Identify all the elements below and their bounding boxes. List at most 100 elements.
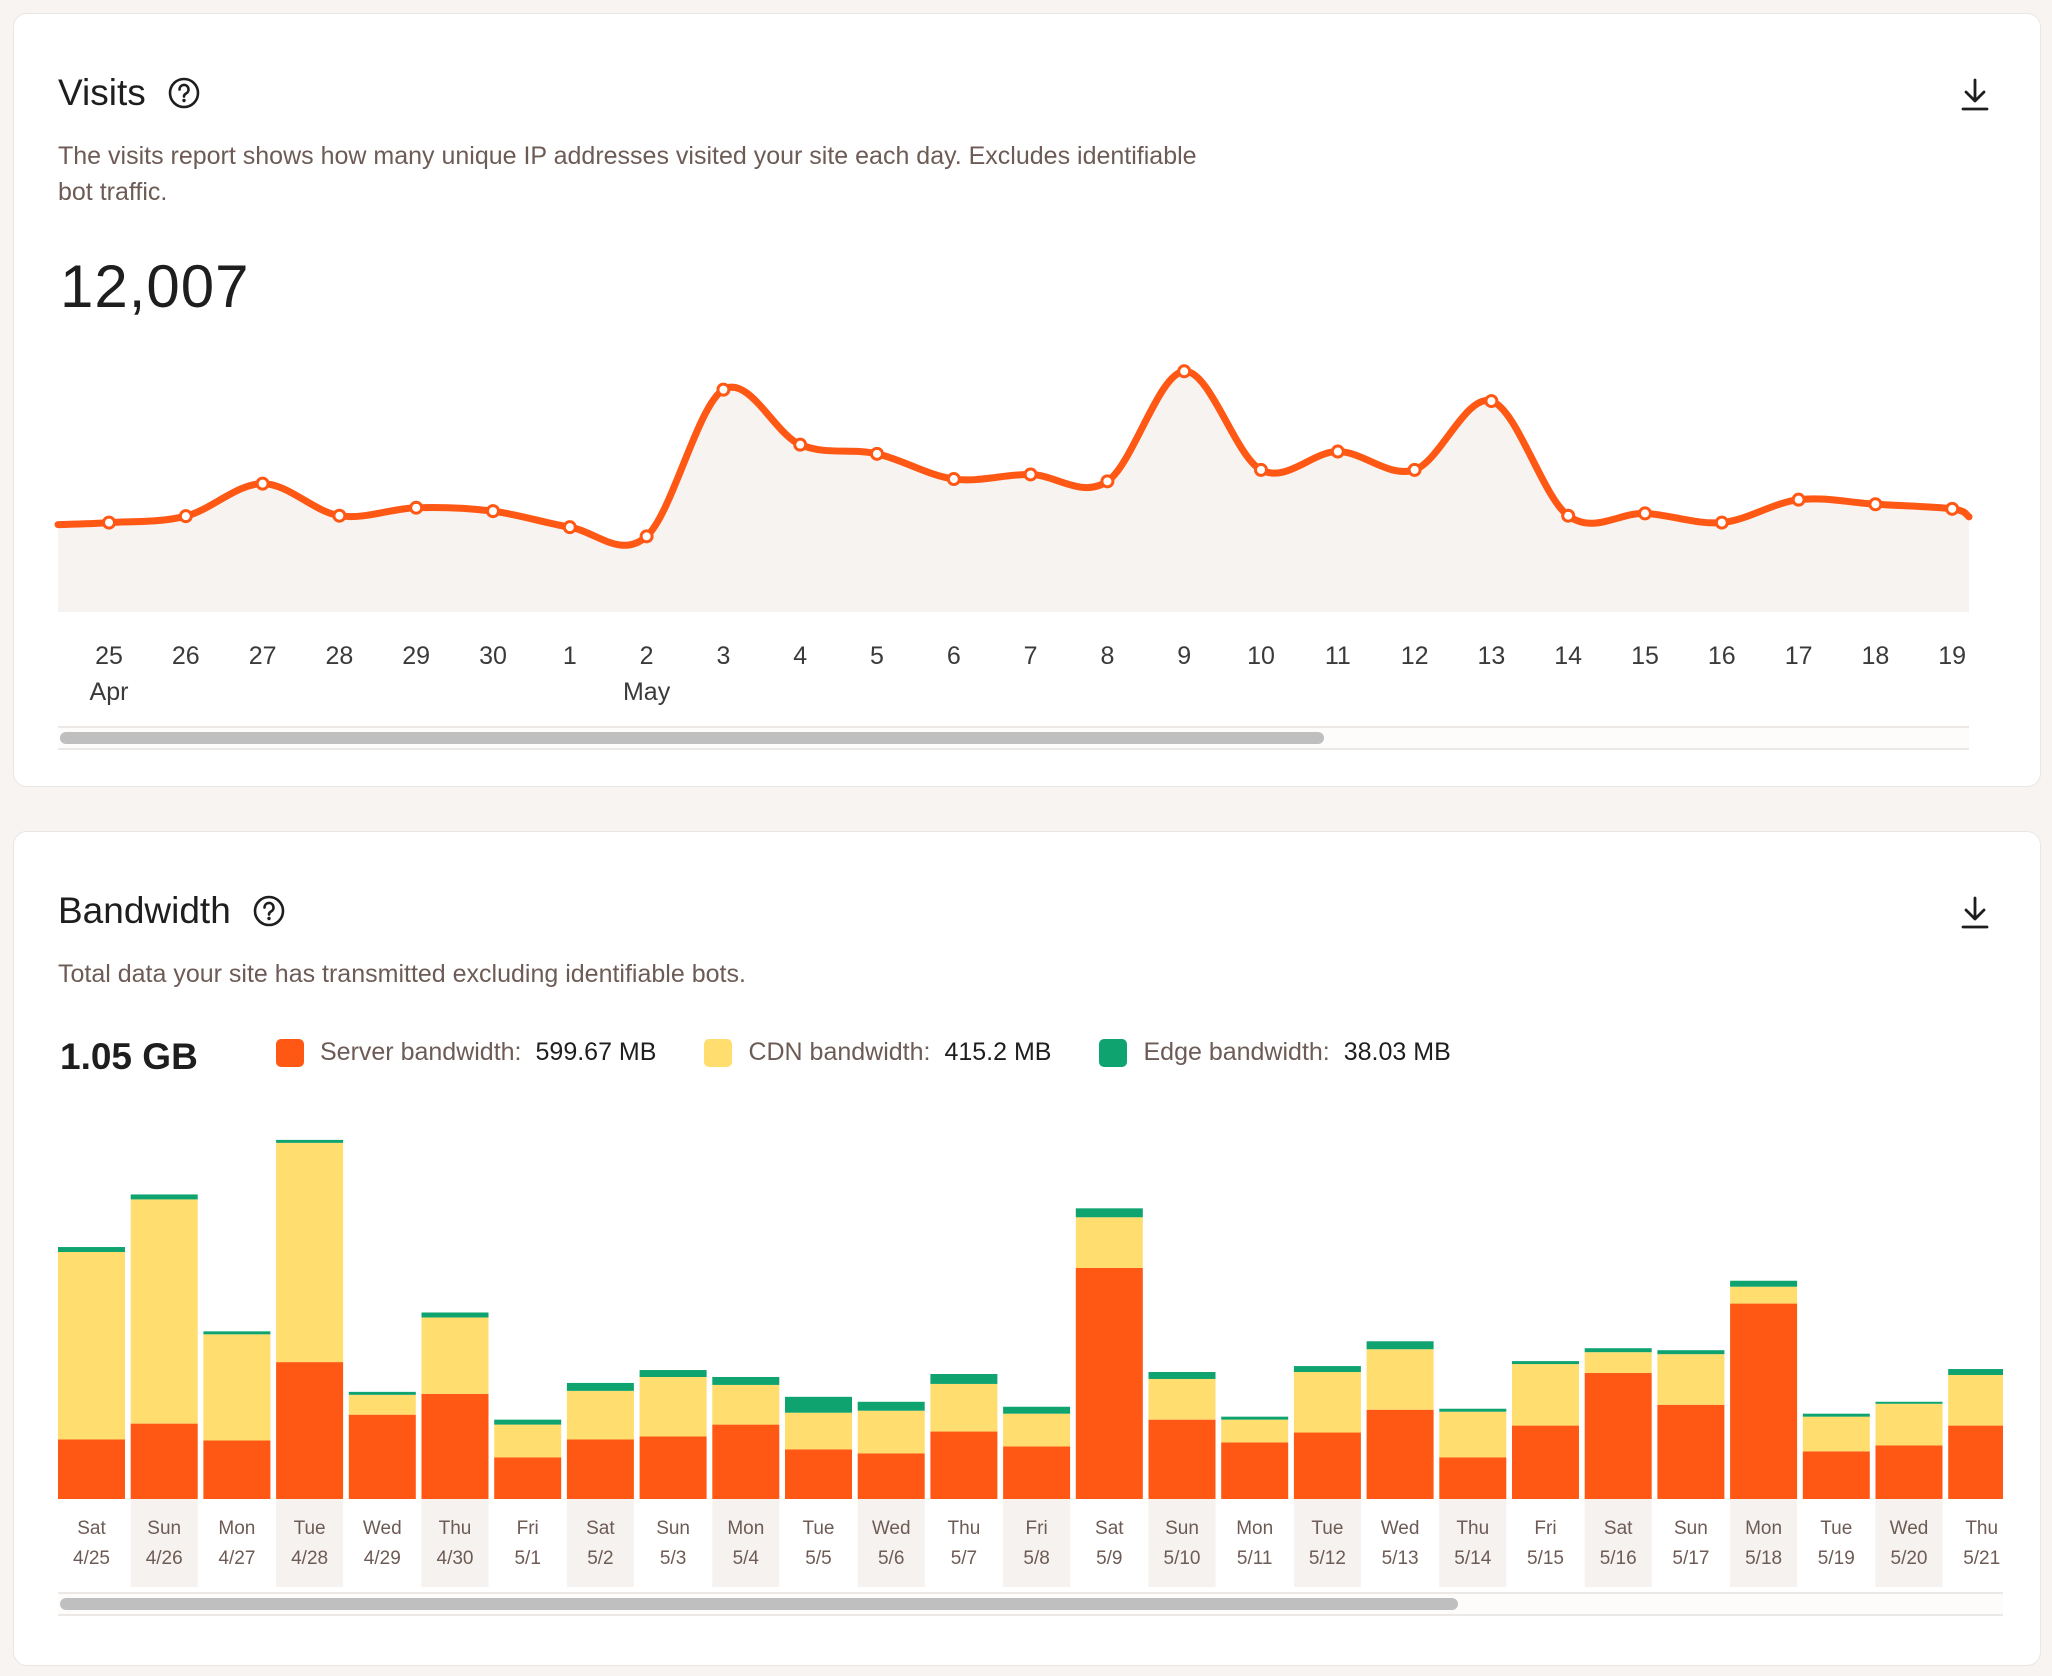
bandwidth-date-label: 4/27	[218, 1548, 255, 1569]
bandwidth-day-label: Fri	[1026, 1518, 1048, 1539]
bar-segment	[1148, 1372, 1216, 1379]
visits-point	[639, 529, 654, 544]
bandwidth-day-label: Wed	[1381, 1518, 1420, 1539]
bar-segment	[1730, 1280, 1798, 1287]
bandwidth-day-label: Wed	[1890, 1518, 1929, 1539]
visits-x-tick: 16	[1708, 642, 1736, 670]
bar-segment	[1221, 1442, 1289, 1499]
visits-x-tick: 4	[793, 642, 807, 670]
visits-x-tick: 12	[1401, 642, 1429, 670]
bar-segment	[1948, 1375, 2003, 1426]
question-circle-icon[interactable]	[251, 893, 287, 929]
visits-point	[409, 500, 424, 515]
bar-segment	[1221, 1416, 1289, 1420]
visits-point	[1638, 506, 1652, 521]
visits-scrollbar[interactable]	[58, 726, 1969, 750]
visits-point	[1484, 394, 1499, 409]
bar-segment	[1657, 1354, 1725, 1405]
bandwidth-date-label: 5/1	[514, 1548, 540, 1569]
bar-segment	[639, 1370, 707, 1377]
bandwidth-day-label: Wed	[872, 1518, 911, 1539]
bar-segment	[1293, 1432, 1361, 1499]
bandwidth-day-label: Mon	[1745, 1518, 1782, 1539]
bar-segment	[857, 1410, 925, 1454]
bar-segment	[494, 1457, 562, 1499]
visits-x-tick: 10	[1247, 642, 1275, 670]
bandwidth-date-label: 5/5	[805, 1548, 831, 1569]
question-circle-icon[interactable]	[166, 75, 202, 111]
visits-point	[102, 515, 116, 530]
bar-segment	[276, 1139, 344, 1143]
visits-point	[332, 508, 347, 523]
bandwidth-total: 1.05 GB	[60, 1036, 198, 1077]
bandwidth-day-label: Mon	[218, 1518, 255, 1539]
bar-segment	[785, 1449, 852, 1499]
date-column-shade	[1293, 1499, 1361, 1587]
bandwidth-day-label: Tue	[1311, 1518, 1343, 1539]
bar-segment	[1802, 1451, 1870, 1499]
bandwidth-scrollbar[interactable]	[58, 1592, 2003, 1616]
bar-segment	[566, 1439, 634, 1499]
bandwidth-day-label: Sun	[1165, 1518, 1199, 1539]
bandwidth-date-label: 4/28	[291, 1548, 328, 1569]
visits-month-label: Apr	[90, 678, 129, 706]
bar-segment	[785, 1396, 852, 1413]
bar-segment	[1366, 1409, 1434, 1499]
bar-segment	[930, 1374, 998, 1384]
bar-segment	[930, 1383, 998, 1432]
bar-segment	[1875, 1403, 1943, 1446]
bar-segment	[494, 1424, 562, 1458]
bar-segment	[785, 1412, 852, 1450]
bandwidth-date-label: 5/4	[733, 1548, 760, 1569]
bandwidth-day-label: Fri	[1534, 1518, 1556, 1539]
bandwidth-title-row: Bandwidth	[58, 890, 287, 932]
bandwidth-date-label: 4/25	[73, 1548, 110, 1569]
bandwidth-date-label: 5/7	[951, 1548, 977, 1569]
bandwidth-scroll-thumb[interactable]	[60, 1598, 1458, 1610]
bar-segment	[130, 1423, 198, 1499]
date-column-shade	[712, 1499, 780, 1587]
legend-edge: Edge bandwidth: 38.03 MB	[1099, 1038, 1451, 1067]
bar-segment	[1512, 1361, 1579, 1365]
date-column-shade	[857, 1499, 925, 1587]
bandwidth-date-label: 5/10	[1164, 1548, 1201, 1569]
visits-point	[1407, 462, 1422, 477]
bar-segment	[1075, 1217, 1143, 1268]
visits-scroll-thumb[interactable]	[60, 732, 1324, 744]
bar-segment	[1148, 1419, 1216, 1499]
visits-title: Visits	[58, 72, 146, 113]
download-icon[interactable]	[1958, 76, 1992, 114]
legend-swatch-edge	[1099, 1038, 1128, 1067]
bandwidth-day-label: Tue	[294, 1518, 326, 1539]
bar-segment	[1221, 1419, 1289, 1443]
bar-segment	[1802, 1413, 1870, 1417]
visits-x-tick: 8	[1100, 642, 1114, 670]
visits-x-tick: 19	[1938, 642, 1966, 670]
visits-point	[1254, 462, 1268, 477]
bandwidth-day-label: Tue	[1820, 1518, 1852, 1539]
bar-segment	[348, 1394, 416, 1415]
visits-x-tick: 25	[95, 642, 123, 670]
visits-x-tick: 1	[563, 642, 577, 670]
legend-cdn: CDN bandwidth: 415.2 MB	[704, 1038, 1051, 1067]
legend-value: 599.67 MB	[535, 1038, 657, 1066]
visits-x-tick: 6	[947, 642, 961, 670]
bandwidth-date-label: 5/15	[1527, 1548, 1564, 1569]
legend-label: Server bandwidth:	[320, 1038, 522, 1066]
bar-segment	[1293, 1372, 1361, 1433]
visits-x-tick: 5	[870, 642, 884, 670]
bandwidth-day-label: Sat	[1095, 1518, 1124, 1539]
bandwidth-description: Total data your site has transmitted exc…	[58, 960, 746, 988]
visits-area	[58, 371, 1969, 612]
visits-point	[1100, 474, 1115, 489]
bar-segment	[421, 1317, 489, 1394]
bandwidth-date-label: 5/6	[878, 1548, 904, 1569]
visits-point	[1868, 497, 1883, 512]
bar-segment	[203, 1331, 271, 1335]
visits-description: The visits report shows how many unique …	[58, 142, 1197, 206]
visits-x-tick: 27	[249, 642, 277, 670]
bandwidth-date-label: 5/18	[1745, 1548, 1782, 1569]
bandwidth-date-label: 5/2	[587, 1548, 613, 1569]
bar-segment	[1293, 1366, 1361, 1373]
download-icon[interactable]	[1958, 894, 1992, 932]
